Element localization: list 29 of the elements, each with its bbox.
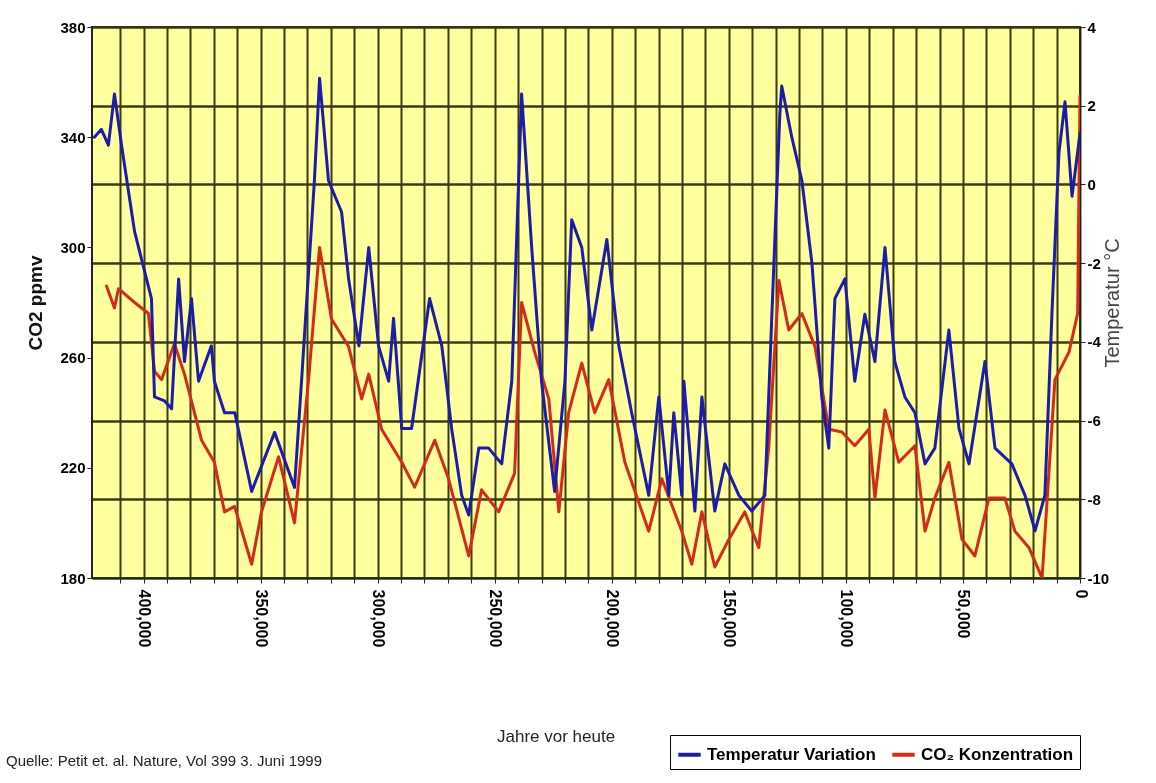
y-tick-label: 220 xyxy=(60,459,86,477)
y2-tick-label: -2 xyxy=(1087,254,1101,272)
x-tick-label: 50,000 xyxy=(955,589,973,639)
y-tick-label: 180 xyxy=(60,569,86,587)
x-tick-label: 200,000 xyxy=(604,589,622,648)
x-tick-label: 350,000 xyxy=(253,589,271,648)
x-tick-label: 400,000 xyxy=(136,589,154,648)
x-tick-label: 0 xyxy=(1072,589,1090,599)
y2-axis-title: Temperatur °C xyxy=(1101,238,1124,368)
text: Jahre vor heute xyxy=(497,727,616,747)
y2-tick-label: -10 xyxy=(1087,569,1110,587)
y2-tick-label: 4 xyxy=(1087,18,1097,36)
y2-tick-label: 2 xyxy=(1087,97,1096,115)
x-tick-label: 100,000 xyxy=(838,589,856,648)
x-tick-label: 300,000 xyxy=(370,589,388,648)
y-tick-label: 380 xyxy=(60,18,86,36)
x-tick-label: 250,000 xyxy=(487,589,505,648)
y2-tick-label: -6 xyxy=(1087,412,1101,430)
y2-tick-label: -4 xyxy=(1087,333,1102,351)
x-tick-label: 150,000 xyxy=(721,589,739,648)
y2-tick-label: -8 xyxy=(1087,490,1101,508)
y-tick-label: 300 xyxy=(60,238,86,256)
y-tick-label: 260 xyxy=(60,349,86,367)
y2-tick-label: 0 xyxy=(1087,175,1096,193)
legend-label: Temperatur Variation xyxy=(707,744,876,764)
legend-label: CO₂ Konzentration xyxy=(921,744,1074,764)
source-note: Quelle: Petit et. al. Nature, Vol 399 3. Juni 1999 xyxy=(6,752,323,769)
y-tick-label: 340 xyxy=(60,128,86,146)
y-axis-title: CO2 ppmv xyxy=(25,255,47,351)
